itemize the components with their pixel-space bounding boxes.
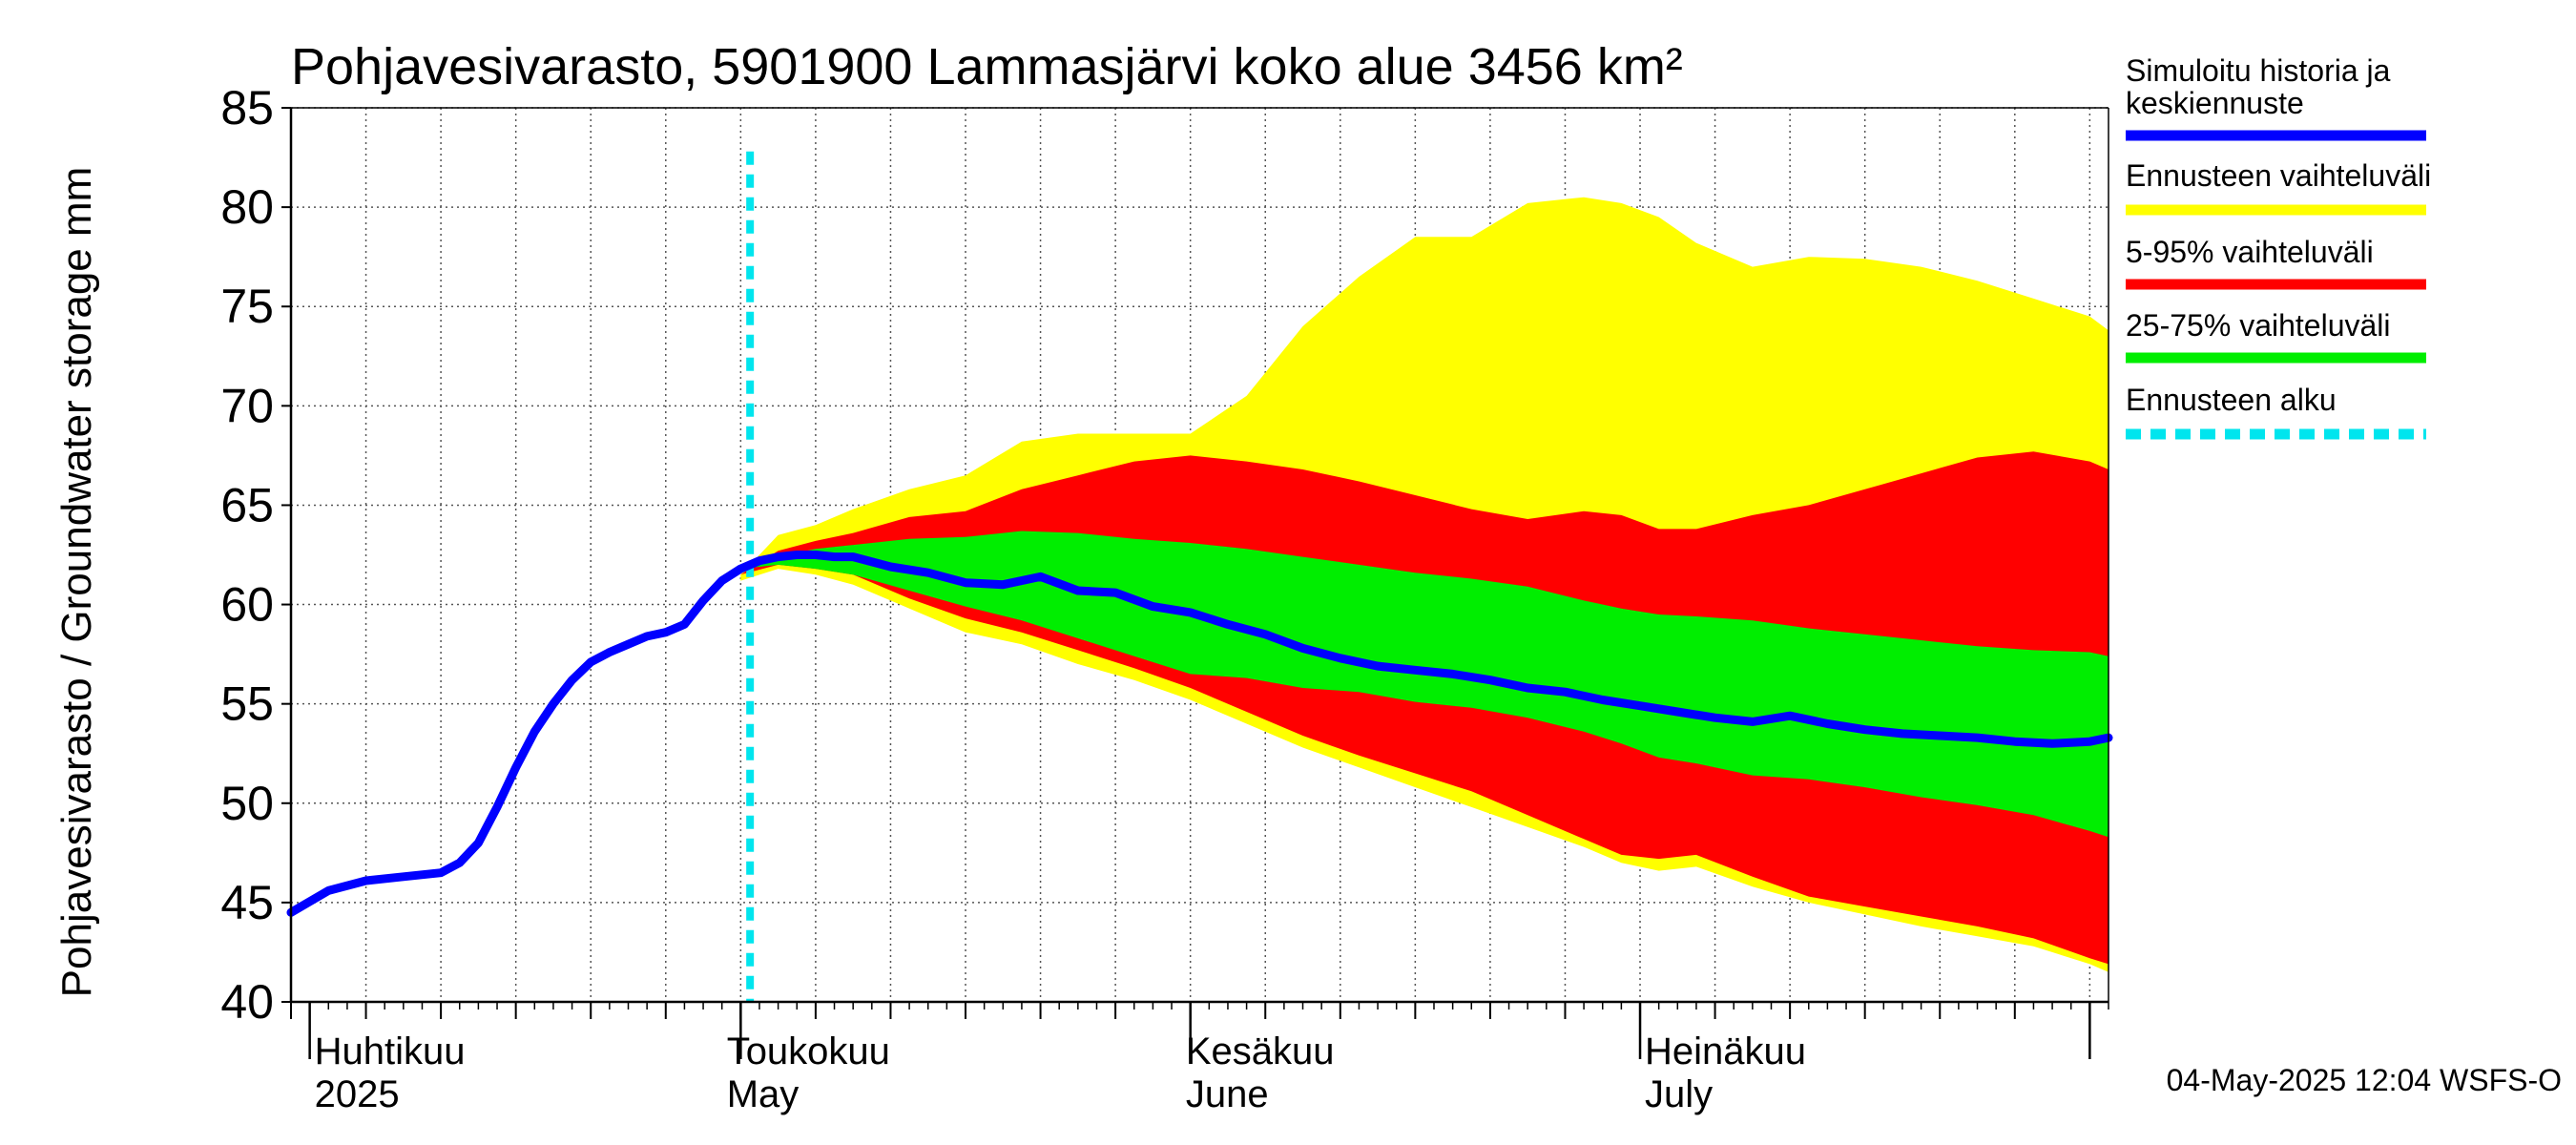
legend-label: Ennusteen vaihteluväli: [2126, 158, 2431, 193]
y-tick-label: 65: [220, 478, 274, 531]
data-lines: [286, 151, 2113, 1002]
month-label-fi: Heinäkuu: [1645, 1030, 1806, 1072]
y-tick-label: 70: [220, 379, 274, 432]
month-label-fi: Kesäkuu: [1186, 1030, 1335, 1072]
month-label-en: June: [1186, 1073, 1269, 1115]
y-tick-label: 40: [220, 975, 274, 1029]
footer-timestamp: 04-May-2025 12:04 WSFS-O: [2167, 1063, 2562, 1097]
month-label-fi: Huhtikuu: [315, 1030, 466, 1072]
y-tick-label: 55: [220, 677, 274, 731]
legend-label: keskiennuste: [2126, 86, 2304, 120]
y-tick-label: 45: [220, 876, 274, 929]
y-axis-label: Pohjavesivarasto / Groundwater storage m…: [53, 167, 100, 998]
legend-label: 25-75% vaihteluväli: [2126, 308, 2391, 343]
y-tick-label: 85: [220, 81, 274, 135]
legend-label: Ennusteen alku: [2126, 383, 2337, 417]
y-tick-label: 60: [220, 578, 274, 632]
month-label-en: July: [1645, 1073, 1713, 1115]
legend-label: Simuloitu historia ja: [2126, 53, 2391, 88]
month-label-en: 2025: [315, 1073, 400, 1115]
series-median-line: [286, 551, 2113, 917]
band-25-75-vaihteluv-li: [740, 531, 2109, 838]
month-label-fi: Toukokuu: [727, 1030, 890, 1072]
chart-title: Pohjavesivarasto, 5901900 Lammasjärvi ko…: [291, 38, 1683, 95]
month-label-en: May: [727, 1073, 800, 1115]
y-tick-label: 50: [220, 777, 274, 830]
legend-label: 5-95% vaihteluväli: [2126, 235, 2374, 269]
y-tick-label: 75: [220, 280, 274, 333]
y-tick-label: 80: [220, 180, 274, 234]
forecast-bands: [740, 197, 2109, 972]
